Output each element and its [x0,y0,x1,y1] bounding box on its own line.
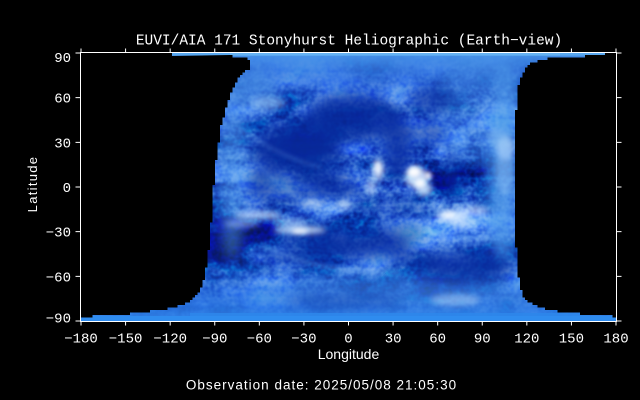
svg-text:−60: −60 [247,332,272,348]
svg-text:−30: −30 [46,226,71,242]
svg-text:60: 60 [429,332,446,348]
svg-text:180: 180 [603,332,628,348]
svg-text:−150: −150 [109,332,143,348]
svg-text:0: 0 [344,332,352,348]
svg-text:EUVI/AIA 171 Stonyhurst Heliog: EUVI/AIA 171 Stonyhurst Heliographic (Ea… [136,34,562,50]
svg-text:150: 150 [559,332,584,348]
svg-text:−180: −180 [64,332,98,348]
svg-text:30: 30 [385,332,402,348]
svg-text:30: 30 [54,136,71,152]
svg-text:−120: −120 [153,332,187,348]
svg-text:−30: −30 [291,332,316,348]
svg-text:Latitude: Latitude [25,156,40,213]
svg-text:Longitude: Longitude [318,346,380,362]
svg-text:−90: −90 [46,311,71,327]
svg-text:−60: −60 [46,270,71,286]
svg-text:90: 90 [54,51,71,67]
svg-text:120: 120 [514,332,539,348]
svg-text:0: 0 [63,181,71,197]
svg-text:−90: −90 [202,332,227,348]
svg-text:Observation date: 2025/05/08 2: Observation date: 2025/05/08 21:05:30 [186,378,457,393]
svg-text:90: 90 [474,332,491,348]
svg-text:60: 60 [54,92,71,108]
